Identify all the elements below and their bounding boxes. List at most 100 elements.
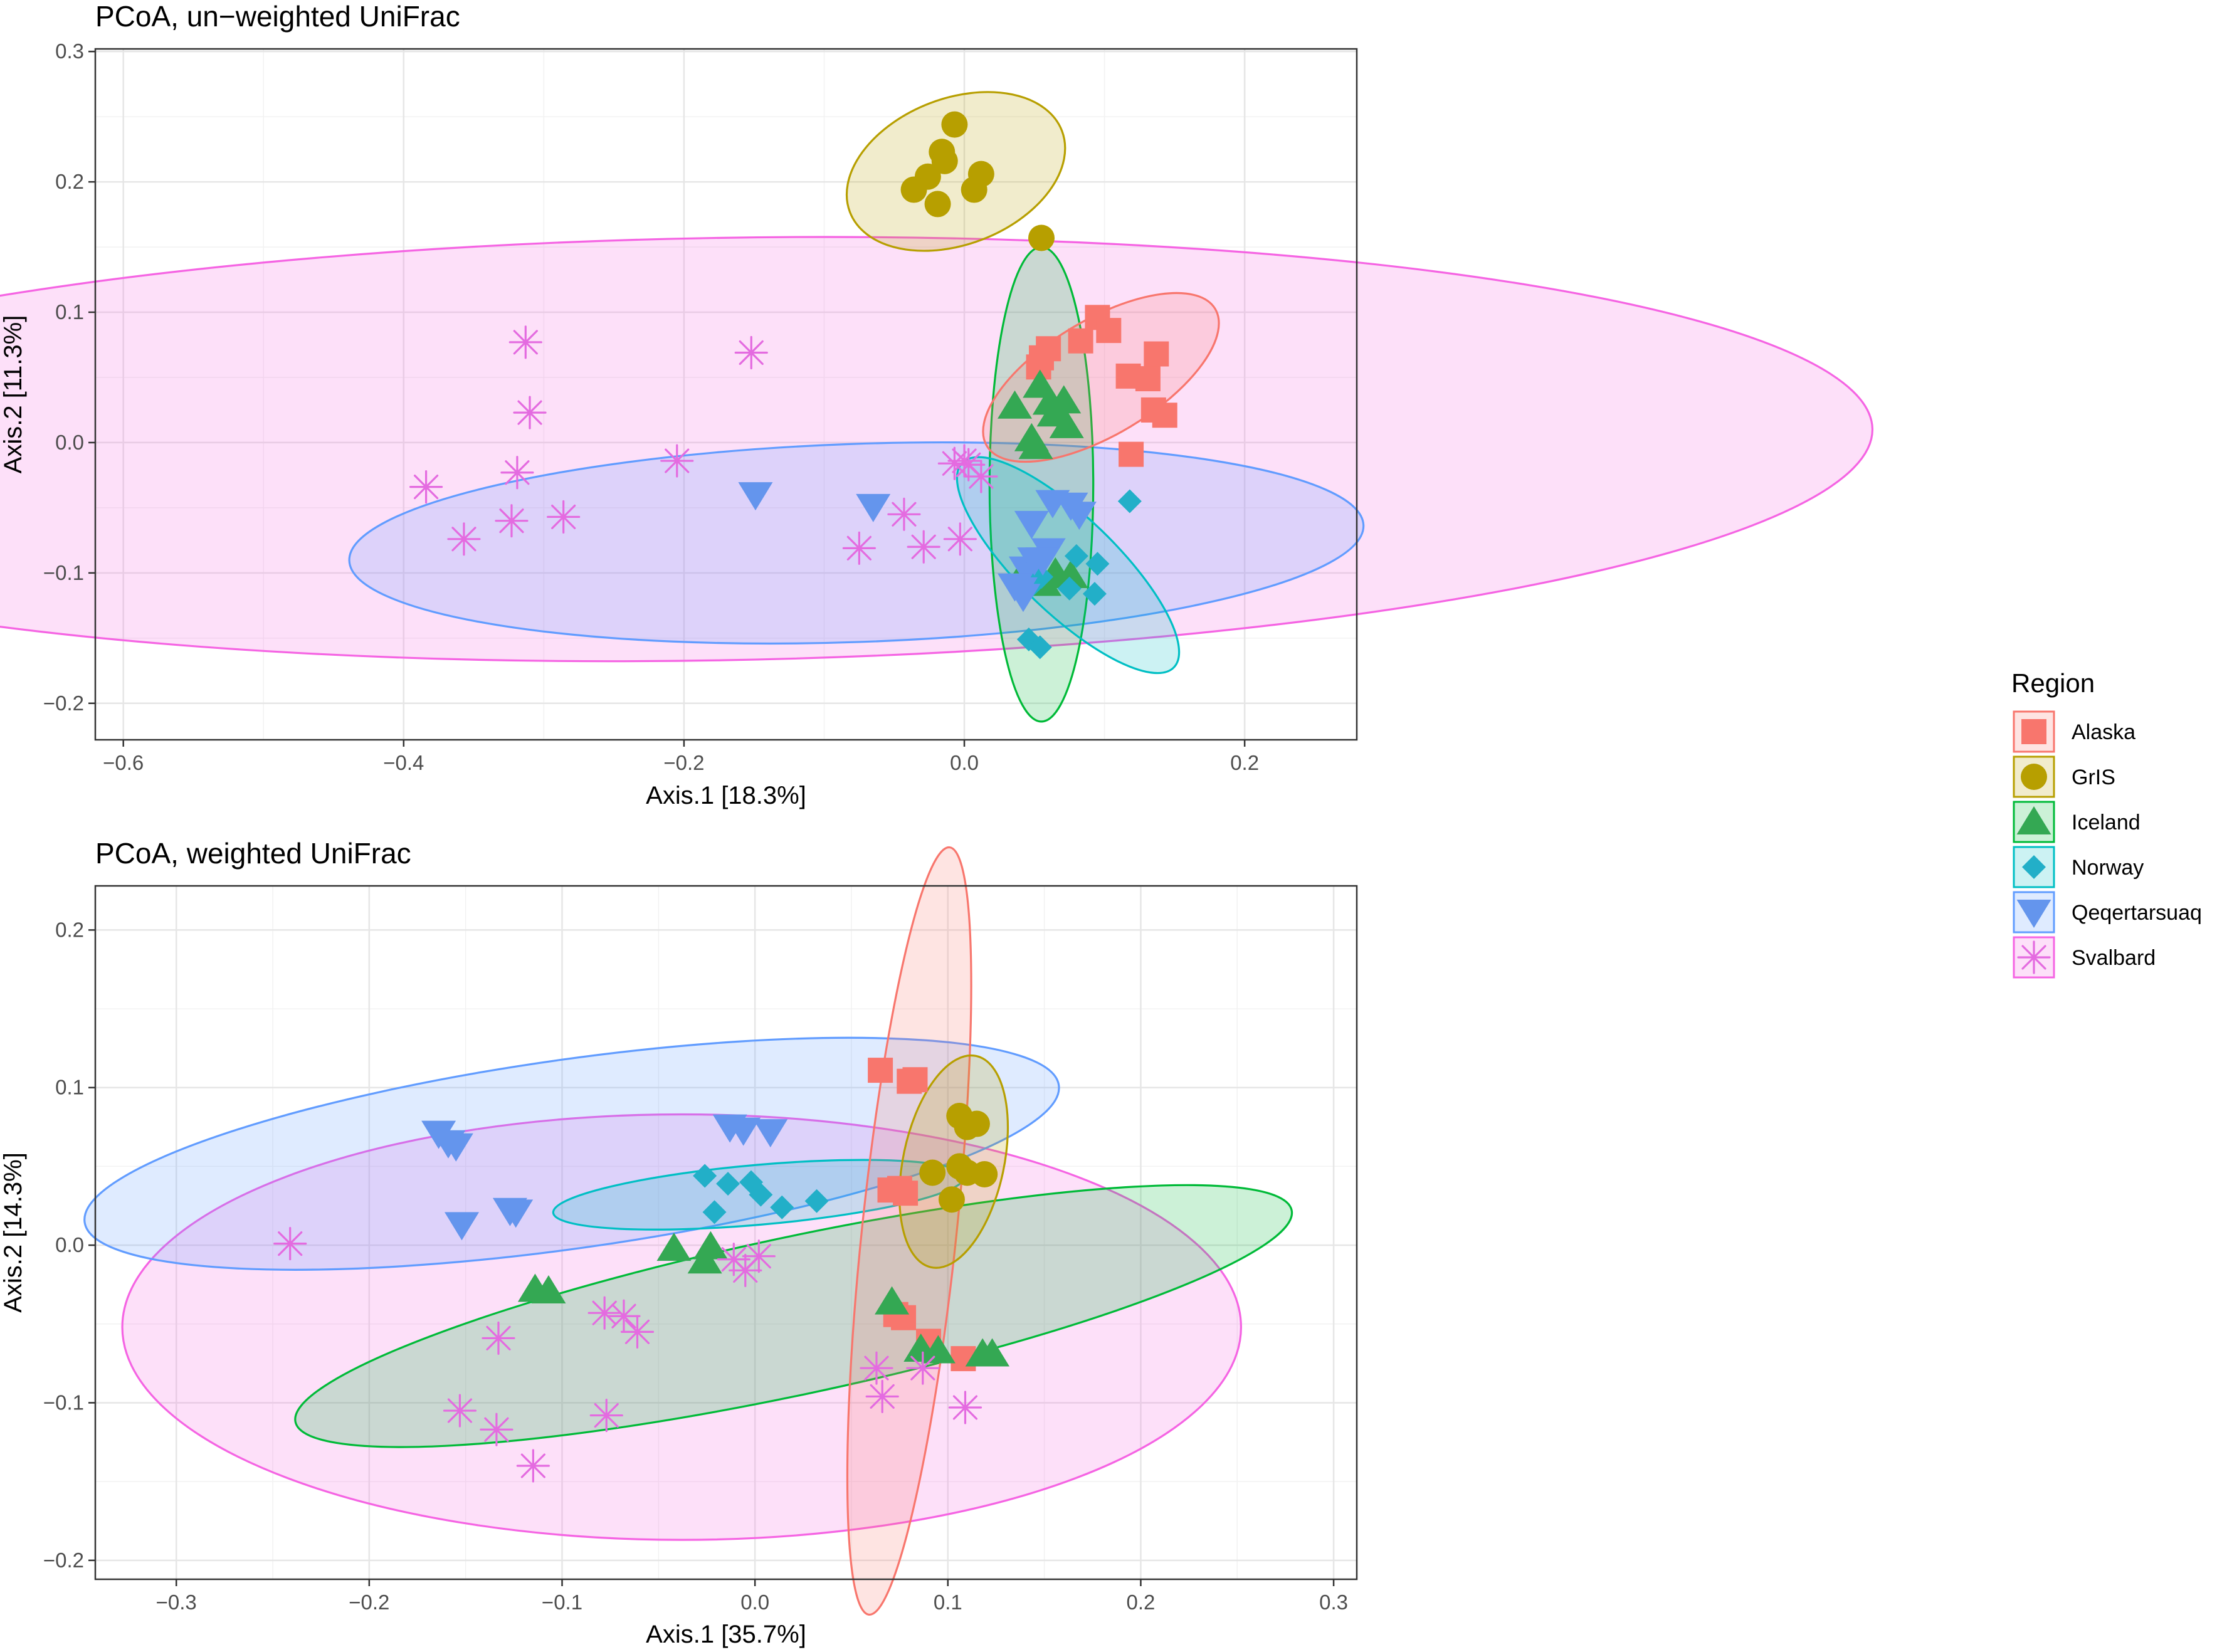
weighted-point-svalbard — [607, 1299, 641, 1333]
weighted-point-svalbard — [865, 1379, 899, 1414]
unweighted-x-tick-label: 0.0 — [950, 751, 979, 774]
weighted-unifrac-plot: PCoA, weighted UniFrac −0.3 −0.2 −0.1 0.0 0.… — [0, 837, 1358, 1648]
weighted-point-qeqertarsuaq — [498, 1199, 534, 1228]
legend-key-asterisk-icon — [2017, 940, 2051, 974]
weighted-point-svalbard — [273, 1226, 307, 1261]
unweighted-point-norway — [1082, 582, 1107, 606]
legend-key-triangle-down-icon — [2016, 900, 2051, 928]
unweighted-point-iceland — [998, 390, 1033, 419]
weighted-ellipse-alaska — [846, 846, 972, 1616]
unweighted-point-alaska — [1068, 328, 1093, 354]
legend-label: Iceland — [2072, 811, 2141, 834]
weighted-confidence-ellipses — [83, 846, 1293, 1616]
unweighted-ellipse-svalbard — [0, 236, 1874, 663]
unweighted-point-svalbard — [734, 335, 768, 370]
unweighted-point-iceland — [1053, 560, 1088, 589]
unweighted-point-alaska — [1096, 318, 1122, 344]
unweighted-point-svalbard — [409, 470, 443, 504]
weighted-x-tick-label: 0.1 — [934, 1591, 962, 1614]
unweighted-y-axis-label: Axis.2 [11.3%] — [0, 315, 27, 474]
unweighted-point-qeqertarsuaq — [1025, 547, 1060, 576]
weighted-point-alaska — [868, 1058, 893, 1083]
unweighted-y-tick-label: −0.1 — [43, 561, 84, 584]
unweighted-point-svalbard — [447, 522, 481, 556]
unweighted-point-svalbard — [887, 497, 921, 531]
weighted-point-norway — [702, 1200, 727, 1224]
weighted-point-svalbard — [589, 1398, 623, 1433]
legend-item-iceland: Iceland — [2013, 801, 2141, 843]
unweighted-point-svalbard — [943, 522, 977, 556]
unweighted-point-gris — [924, 191, 951, 218]
legend-key-square-icon — [2021, 719, 2046, 744]
unweighted-axis-ticks: −0.6 −0.4 −0.2 0.0 0.2 −0.2 −0.1 0.0 0.1 0.2 0.3 — [43, 39, 1259, 774]
unweighted-point-alaska — [1119, 441, 1144, 467]
weighted-y-tick-label: −0.1 — [43, 1391, 84, 1414]
unweighted-point-svalbard — [947, 444, 981, 478]
weighted-point-iceland — [920, 1335, 956, 1364]
weighted-x-tick-label: −0.3 — [156, 1591, 197, 1614]
weighted-y-tick-label: 0.1 — [55, 1076, 84, 1099]
weighted-y-tick-label: 0.2 — [55, 918, 84, 941]
unweighted-point-qeqertarsuaq — [856, 493, 891, 522]
unweighted-x-tick-label: −0.2 — [663, 751, 704, 774]
weighted-x-tick-label: −0.2 — [349, 1591, 389, 1614]
weighted-y-axis-label: Axis.2 [14.3%] — [0, 1152, 27, 1313]
weighted-point-gris — [954, 1113, 981, 1140]
unweighted-point-iceland — [1049, 409, 1084, 438]
weighted-ellipse-qeqertarsuaq — [83, 1036, 1060, 1271]
weighted-plot-area — [95, 886, 1357, 1579]
legend-label: Svalbard — [2072, 946, 2156, 970]
unweighted-y-tick-label: 0.3 — [55, 39, 84, 63]
unweighted-y-tick-label: 0.0 — [55, 431, 84, 454]
unweighted-point-alaska — [1152, 402, 1177, 428]
legend-item-gris: GrIS — [2013, 755, 2115, 798]
weighted-x-tick-label: 0.0 — [740, 1591, 769, 1614]
unweighted-point-qeqertarsuaq — [738, 482, 773, 511]
weighted-ellipse-iceland — [294, 1184, 1293, 1448]
unweighted-point-norway — [1057, 576, 1082, 601]
legend-label: Qeqertarsuaq — [2072, 901, 2202, 925]
unweighted-y-tick-label: −0.2 — [43, 692, 84, 715]
weighted-point-svalbard — [443, 1394, 477, 1428]
unweighted-ellipse-gris — [845, 91, 1066, 252]
weighted-point-svalbard — [482, 1321, 515, 1355]
weighted-point-norway — [716, 1172, 740, 1196]
weighted-x-tick-label: −0.1 — [542, 1591, 582, 1614]
weighted-plot-title: PCoA, weighted UniFrac — [95, 837, 411, 870]
unweighted-point-iceland — [1018, 431, 1053, 460]
legend-item-alaska: Alaska — [2013, 710, 2135, 753]
weighted-point-svalbard — [620, 1315, 655, 1349]
legend-label: GrIS — [2072, 765, 2115, 789]
weighted-point-svalbard — [948, 1391, 982, 1424]
weighted-point-norway — [770, 1195, 794, 1219]
unweighted-x-tick-label: −0.6 — [103, 751, 144, 774]
weighted-point-iceland — [875, 1286, 910, 1315]
unweighted-point-gris — [961, 176, 987, 203]
legend-item-norway: Norway — [2013, 846, 2144, 888]
region-legend: Region Alaska GrIS Iceland Norway Qeqertarsu… — [2011, 668, 2202, 979]
weighted-point-gris — [938, 1186, 965, 1213]
unweighted-plot-area — [95, 49, 1357, 740]
unweighted-point-gris — [1028, 224, 1055, 251]
unweighted-unifrac-plot: PCoA, un−weighted UniFrac −0.6 −0.4 −0.2 0.… — [0, 0, 1874, 809]
unweighted-y-tick-label: 0.2 — [55, 170, 84, 193]
weighted-data-points — [273, 1058, 1010, 1483]
weighted-point-norway — [749, 1182, 773, 1207]
unweighted-point-svalbard — [907, 530, 940, 564]
weighted-y-tick-label: −0.2 — [43, 1549, 84, 1572]
unweighted-point-qeqertarsuaq — [1014, 510, 1049, 539]
unweighted-point-gris — [900, 176, 927, 203]
weighted-point-qeqertarsuaq — [445, 1212, 480, 1241]
weighted-point-qeqertarsuaq — [753, 1119, 788, 1148]
legend-key-diamond-icon — [2022, 855, 2046, 879]
unweighted-point-alaska — [1144, 341, 1169, 367]
weighted-point-norway — [804, 1189, 829, 1213]
unweighted-y-tick-label: 0.1 — [55, 300, 84, 324]
unweighted-point-qeqertarsuaq — [1006, 584, 1041, 613]
unweighted-point-norway — [1064, 544, 1088, 568]
legend-label: Alaska — [2072, 720, 2135, 744]
legend-item-qeqertarsuaq: Qeqertarsuaq — [2013, 891, 2202, 934]
unweighted-point-svalbard — [495, 504, 529, 538]
legend-label: Norway — [2072, 856, 2144, 880]
